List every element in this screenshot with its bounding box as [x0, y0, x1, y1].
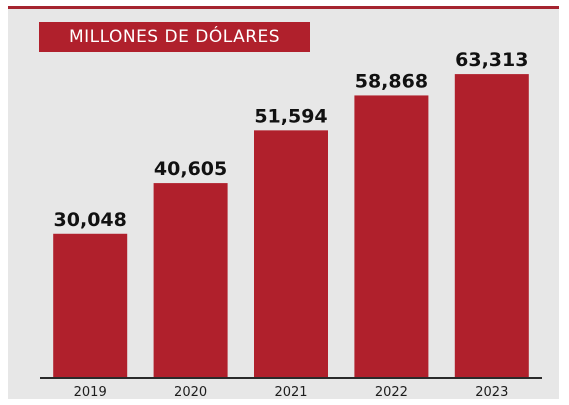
bar-2019: [53, 233, 128, 378]
bar-2020: [153, 183, 228, 378]
bar-2022: [354, 95, 429, 379]
value-label-2021: 51,594: [254, 105, 327, 127]
unit-label: MILLONES DE DÓLARES: [39, 22, 310, 52]
value-label-2022: 58,868: [355, 70, 428, 92]
value-label-2023: 63,313: [455, 49, 528, 71]
value-label-2019: 30,048: [54, 209, 127, 231]
x-tick-2020: 2020: [174, 385, 207, 400]
x-tick-2021: 2021: [274, 385, 307, 400]
x-tick-labels: 2019 2020 2021 2022 2023: [74, 385, 509, 400]
bars-group: 30,048 40,605 51,594 58,868 63,313: [53, 49, 529, 379]
x-tick-2019: 2019: [74, 385, 107, 400]
bar-2023: [454, 74, 529, 379]
bar-2021: [254, 130, 328, 378]
value-label-2020: 40,605: [154, 158, 227, 180]
x-tick-2022: 2022: [375, 385, 408, 400]
x-tick-2023: 2023: [475, 385, 508, 400]
